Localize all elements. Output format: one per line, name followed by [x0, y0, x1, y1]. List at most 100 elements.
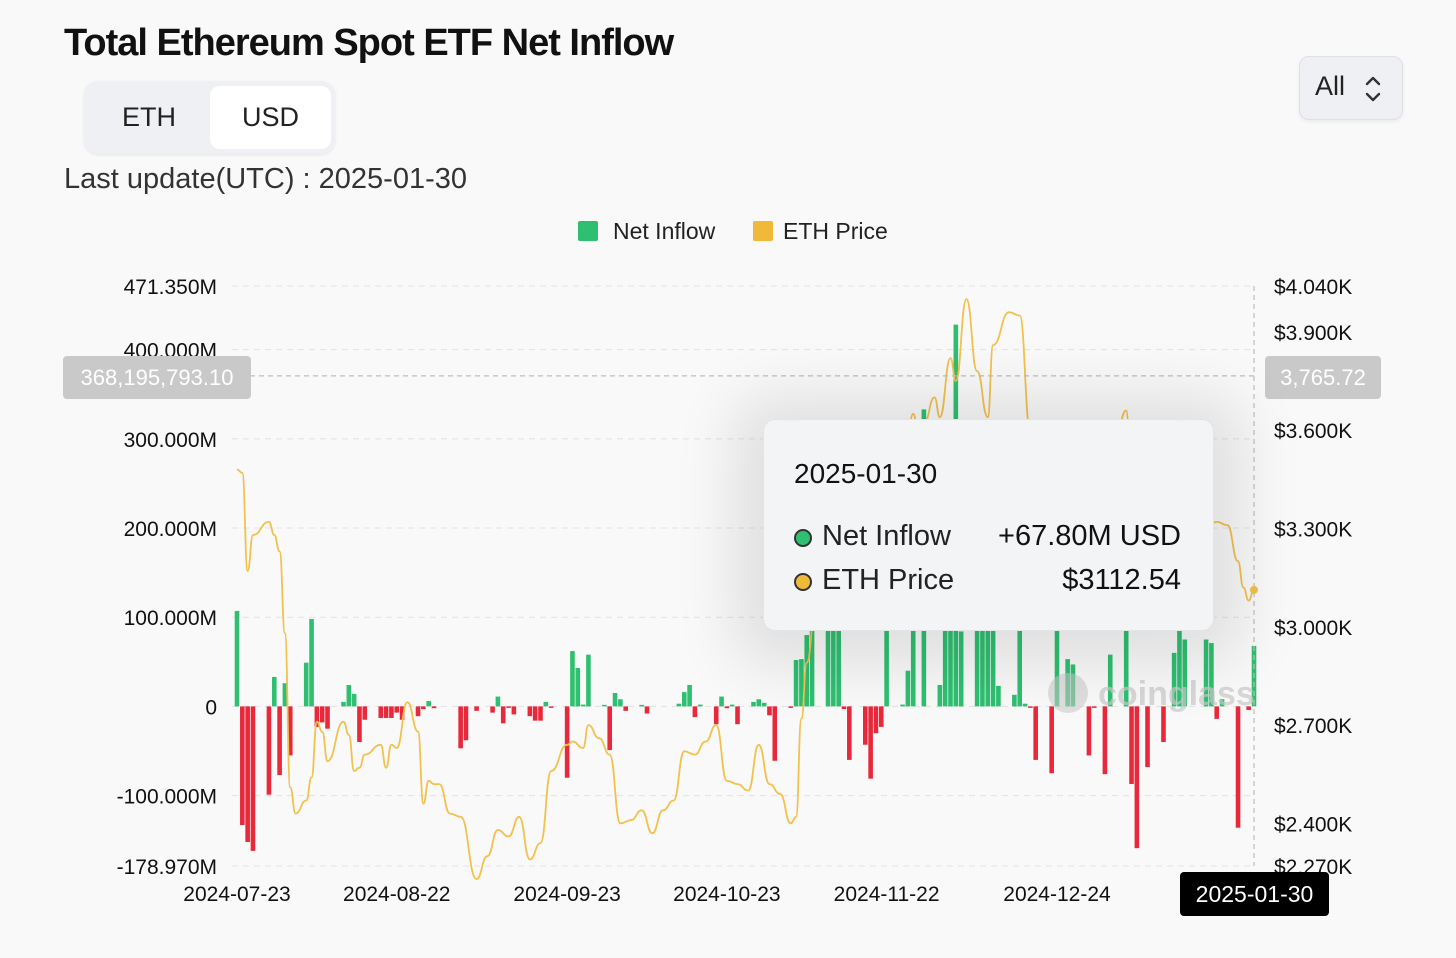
net-inflow-bar [511, 706, 517, 715]
eth-unit-button[interactable]: ETH [122, 102, 176, 132]
net-inflow-bar [692, 706, 698, 718]
net-inflow-bar [580, 704, 586, 707]
net-inflow-bar [831, 585, 836, 707]
net-inflow-bar [607, 706, 613, 751]
right-axis-tick-label: $2.400K [1274, 813, 1352, 836]
net-inflow-bar [687, 684, 692, 707]
net-inflow-bar [793, 660, 799, 707]
net-inflow-bar [1171, 652, 1177, 707]
net-inflow-bar [1028, 706, 1033, 708]
net-inflow-bar [303, 662, 309, 707]
net-inflow-bar [394, 706, 400, 713]
net-inflow-bar [884, 625, 889, 707]
page-title: Total Ethereum Spot ETF Net Inflow [64, 22, 674, 64]
net-inflow-bar [240, 706, 245, 826]
x-axis-tick-label: 2024-07-23 [183, 883, 290, 906]
net-inflow-bar [735, 706, 740, 725]
net-inflow-bar [751, 701, 756, 707]
net-inflow-bar [586, 654, 591, 707]
time-range-select[interactable]: All [1299, 56, 1403, 120]
net-inflow-bar [570, 651, 575, 707]
unit-toggle: ETH USD [84, 81, 335, 154]
net-inflow-bar [1235, 706, 1241, 828]
net-inflow-bar [250, 706, 256, 851]
net-inflow-bar [282, 683, 288, 707]
right-axis-tick-label: $3.000K [1274, 617, 1352, 640]
coinglass-watermark: coinglass [1048, 673, 1255, 713]
x-axis-tick-label: 2024-10-23 [673, 883, 780, 906]
net-inflow-bar [1246, 706, 1251, 710]
net-inflow-bar [1017, 577, 1023, 707]
tooltip-label-net-inflow: Net Inflow [822, 520, 951, 552]
x-axis-labels: 2024-07-23 2024-08-22 2024-09-23 2024-10-23… [183, 883, 1221, 906]
net-inflow-bar [415, 706, 421, 717]
net-inflow-bar [421, 706, 426, 710]
net-inflow-bar [1054, 590, 1060, 707]
tooltip-value-net-inflow: +67.80M USD [998, 520, 1181, 552]
left-axis-labels: 471.350M400.000M300.000M200.000M100.000M… [117, 276, 217, 879]
right-axis-tick-label: $2.700K [1274, 715, 1352, 738]
net-inflow-bar [948, 557, 953, 707]
net-inflow-bar [399, 706, 405, 720]
crosshair-date: 2025-01-30 [1180, 872, 1329, 916]
net-inflow-bar [1049, 706, 1054, 774]
net-inflow-bar [863, 706, 868, 745]
net-inflow-bar [234, 610, 240, 707]
net-inflow-bar [937, 684, 943, 707]
net-inflow-bar [495, 696, 501, 707]
net-inflow-bar [809, 630, 815, 707]
net-inflow-bar [314, 706, 320, 727]
net-inflow-bar [271, 676, 277, 707]
net-inflow-dot-icon [794, 529, 812, 547]
time-range-label: All [1315, 71, 1346, 101]
net-inflow-bar [575, 668, 581, 707]
tooltip: 2025-01-30 Net Inflow +67.80M USD ETH Pr… [763, 419, 1214, 631]
legend-swatch-net-inflow [578, 221, 598, 241]
legend-label-net-inflow[interactable]: Net Inflow [613, 218, 716, 244]
net-inflow-bar [799, 659, 804, 707]
crosshair-right-value: 3,765.72 [1265, 356, 1381, 399]
net-inflow-bar [985, 615, 991, 707]
net-inflow-bar [1134, 706, 1140, 849]
net-inflow-bar [1219, 699, 1225, 707]
left-axis-tick-label: -178.970M [117, 856, 217, 879]
net-inflow-bar [564, 706, 570, 778]
net-inflow-bar [836, 576, 841, 707]
net-inflow-bar [841, 706, 847, 710]
net-inflow-bar [697, 704, 703, 707]
x-axis-tick-label: 2024-11-22 [834, 883, 940, 906]
watermark-text: coinglass [1098, 675, 1255, 713]
net-inflow-bar [958, 631, 964, 707]
net-inflow-bar [431, 706, 437, 709]
x-axis-tick-label: 2024-08-22 [343, 883, 450, 906]
eth-price-dot-icon [794, 573, 812, 591]
left-axis-tick-label: 0 [205, 696, 217, 719]
net-inflow-bar [868, 706, 873, 779]
net-inflow-bar [873, 706, 879, 734]
left-axis-tick-label: 100.000M [124, 607, 217, 630]
usd-unit-button[interactable]: USD [210, 86, 331, 149]
net-inflow-bar [910, 626, 916, 707]
net-inflow-bar [325, 706, 330, 729]
chart-legend: Net Inflow ETH Price [578, 218, 888, 244]
net-inflow-bar [639, 704, 644, 707]
net-inflow-bar [676, 703, 682, 707]
legend-label-eth-price[interactable]: ETH Price [783, 218, 888, 244]
net-inflow-bar [389, 706, 394, 718]
net-inflow-bar [378, 706, 384, 718]
net-inflow-bar [788, 706, 794, 708]
net-inflow-bar [506, 706, 511, 708]
net-inflow-bar [602, 704, 607, 707]
net-inflow-bar [942, 587, 948, 707]
net-inflow-bar [996, 685, 1001, 707]
net-inflow-bar [245, 706, 250, 842]
left-axis-tick-label: 200.000M [124, 518, 217, 541]
net-inflow-bar [623, 706, 628, 711]
net-inflow-bar [1203, 639, 1209, 707]
net-inflow-bar [729, 704, 735, 707]
net-inflow-bar [1123, 592, 1129, 707]
tooltip-label-eth-price: ETH Price [822, 564, 955, 596]
net-inflow-bar [266, 706, 272, 795]
net-inflow-bar [277, 706, 282, 776]
